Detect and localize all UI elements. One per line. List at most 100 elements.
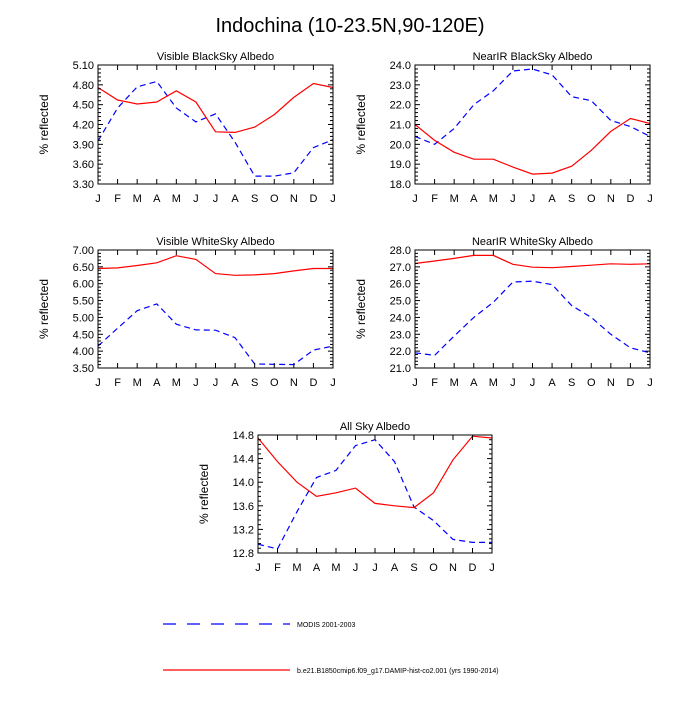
y-tick-label: 3.90 [73,139,94,151]
y-tick-label: 3.30 [73,179,94,191]
chart-panel: Visible WhiteSky Albedo 3.50 4.00 4.50 5.00 5… [37,236,336,389]
x-tick-label: N [449,562,457,574]
chart-panel: NearIR BlackSky Albedo 18.0 19.0 20.0 21.0 22… [354,51,653,205]
x-tick-label: A [548,193,556,205]
figure-title: Indochina (10-23.5N,90-120E) [215,15,484,37]
x-tick-label: S [410,562,417,574]
y-tick-label: 4.50 [73,329,94,341]
x-tick-label: F [114,377,121,389]
x-tick-label: S [568,377,575,389]
y-tick-label: 3.60 [73,159,94,171]
series-line-modis [414,280,651,357]
y-axis-label: % reflected [37,279,51,339]
y-tick-label: 22.0 [390,346,411,358]
y-tick-label: 14.4 [233,454,254,466]
legend-label: b.e21.B1850cmip6.f09_g17.DAMIP-hist-co2.… [297,668,499,675]
y-tick-label: 5.00 [73,312,94,324]
x-tick-label: A [313,562,321,574]
x-tick-label: F [274,562,281,574]
y-axis-label: % reflected [354,279,368,339]
plot-frame [257,434,493,554]
x-tick-label: J [489,562,495,574]
series-line-model [257,435,493,509]
x-tick-label: M [331,562,340,574]
y-tick-label: 5.50 [73,296,94,308]
x-tick-label: A [470,193,478,205]
panel-title: Visible WhiteSky Albedo [156,236,274,248]
x-tick-label: O [270,377,279,389]
x-tick-label: M [489,193,498,205]
y-tick-label: 20.0 [390,139,411,151]
y-axis-label: % reflected [354,94,368,154]
x-tick-label: D [309,193,317,205]
x-tick-label: A [153,193,161,205]
panel-title: NearIR BlackSky Albedo [473,51,593,63]
x-tick-label: J [647,193,653,205]
y-tick-label: 7.00 [73,245,94,257]
x-tick-label: O [587,193,596,205]
x-tick-label: M [489,377,498,389]
y-tick-label: 4.50 [73,100,94,112]
x-tick-label: N [290,377,298,389]
x-tick-label: J [95,193,101,205]
x-tick-label: J [372,562,378,574]
chart-panel: Visible BlackSky Albedo 3.30 3.60 3.90 4.20 4… [37,51,336,205]
plot-frame [97,249,334,369]
y-tick-label: 18.0 [390,179,411,191]
y-tick-label: 13.2 [233,524,254,536]
x-tick-label: O [270,193,279,205]
series-line-modis [97,80,334,177]
y-tick-label: 4.20 [73,120,94,132]
y-tick-label: 28.0 [390,245,411,257]
x-tick-label: M [133,193,142,205]
x-tick-label: M [172,377,181,389]
x-tick-label: F [114,193,121,205]
chart-panels: Visible BlackSky Albedo 3.30 3.60 3.90 4.20 4… [37,51,653,574]
x-tick-label: J [510,377,516,389]
x-tick-label: D [626,377,634,389]
y-tick-label: 14.0 [233,477,254,489]
x-tick-label: A [548,377,556,389]
panel-title: NearIR WhiteSky Albedo [472,236,593,248]
x-tick-label: J [95,377,101,389]
x-tick-label: A [231,193,239,205]
y-tick-label: 19.0 [390,159,411,171]
x-tick-label: J [412,377,418,389]
y-tick-label: 21.0 [390,363,411,375]
x-tick-label: J [213,193,219,205]
x-tick-label: J [330,193,336,205]
series-line-model [97,82,334,134]
series-line-modis [414,68,651,145]
y-tick-label: 23.0 [390,329,411,341]
series-line-modis [97,303,334,366]
y-tick-label: 6.00 [73,279,94,291]
y-axis-label: % reflected [197,464,211,524]
plot-frame [414,64,651,185]
y-axis-label: % reflected [37,94,51,154]
x-tick-label: J [353,562,359,574]
y-tick-label: 12.8 [233,548,254,560]
y-tick-label: 3.50 [73,363,94,375]
x-tick-label: J [510,193,516,205]
y-tick-label: 27.0 [390,262,411,274]
x-tick-label: J [213,377,219,389]
x-tick-label: J [193,377,199,389]
x-tick-label: J [193,193,199,205]
x-tick-label: M [450,193,459,205]
x-tick-label: N [290,193,298,205]
x-tick-label: S [251,193,258,205]
x-tick-label: N [607,377,615,389]
legend-label: MODIS 2001-2003 [297,622,355,629]
x-tick-label: F [431,377,438,389]
x-tick-label: A [391,562,399,574]
x-tick-label: A [470,377,478,389]
y-tick-label: 5.10 [73,60,94,72]
panel-title: Visible BlackSky Albedo [157,51,274,63]
y-tick-label: 22.0 [390,100,411,112]
x-tick-label: D [309,377,317,389]
series-line-modis [257,439,492,550]
x-tick-label: N [607,193,615,205]
series-line-model [97,255,333,276]
series-line-model [414,117,651,175]
